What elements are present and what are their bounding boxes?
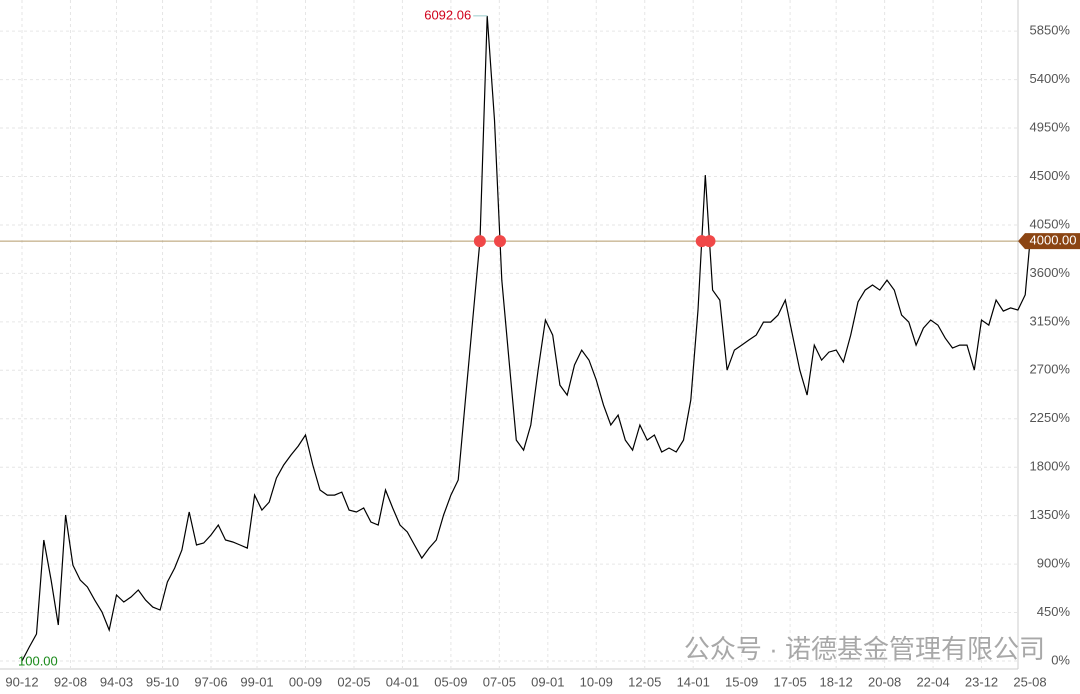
y-tick-label: 4050% [1030,216,1071,231]
y-tick-label: 1800% [1030,459,1071,474]
y-tick-label: 3600% [1030,265,1071,280]
x-tick-label: 23-12 [965,674,998,689]
x-tick-label: 09-01 [531,674,564,689]
y-tick-label: 3150% [1030,313,1071,328]
watermark: 公众号 · 诺德基金管理有限公司 [684,634,1045,664]
y-tick-label: 0% [1051,652,1070,667]
x-tick-label: 99-01 [240,674,273,689]
x-tick-label: 00-09 [289,674,322,689]
x-tick-label: 14-01 [677,674,710,689]
x-tick-label: 17-05 [773,674,806,689]
reference-marker [703,235,716,248]
y-tick-label: 1350% [1030,507,1071,522]
line [21,15,1031,662]
x-tick-label: 05-09 [434,674,467,689]
x-tick-label: 10-09 [580,674,613,689]
y-tick-label: 5850% [1030,23,1071,38]
reference-marker [473,235,486,248]
y-tick-label: 450% [1037,604,1071,619]
x-tick-label: 92-08 [54,674,87,689]
x-tick-label: 22-04 [916,674,949,689]
y-tick-label: 2700% [1030,362,1071,377]
y-tick-label: 4500% [1030,168,1071,183]
x-tick-label: 90-12 [5,674,38,689]
x-tick-label: 20-08 [868,674,901,689]
x-tick-label: 25-08 [1013,674,1046,689]
x-tick-label: 18-12 [820,674,853,689]
y-tick-label: 4950% [1030,119,1071,134]
x-tick-label: 95-10 [146,674,179,689]
reference-label-box [1018,233,1080,250]
x-tick-label: 15-09 [725,674,758,689]
x-tick-label: 07-05 [483,674,516,689]
reference-label: 4000.00 [1030,233,1077,248]
x-tick-label: 94-03 [100,674,133,689]
x-tick-label: 97-06 [194,674,227,689]
x-tick-label: 04-01 [386,674,419,689]
reference-marker [493,235,506,248]
y-tick-label: 5400% [1030,71,1071,86]
y-tick-label: 2250% [1030,410,1071,425]
y-tick-label: 900% [1037,556,1071,571]
x-tick-label: 02-05 [337,674,370,689]
start-label: 100.00 [18,653,58,668]
x-tick-label: 12-05 [628,674,661,689]
peak-label: 6092.06 [424,7,471,22]
